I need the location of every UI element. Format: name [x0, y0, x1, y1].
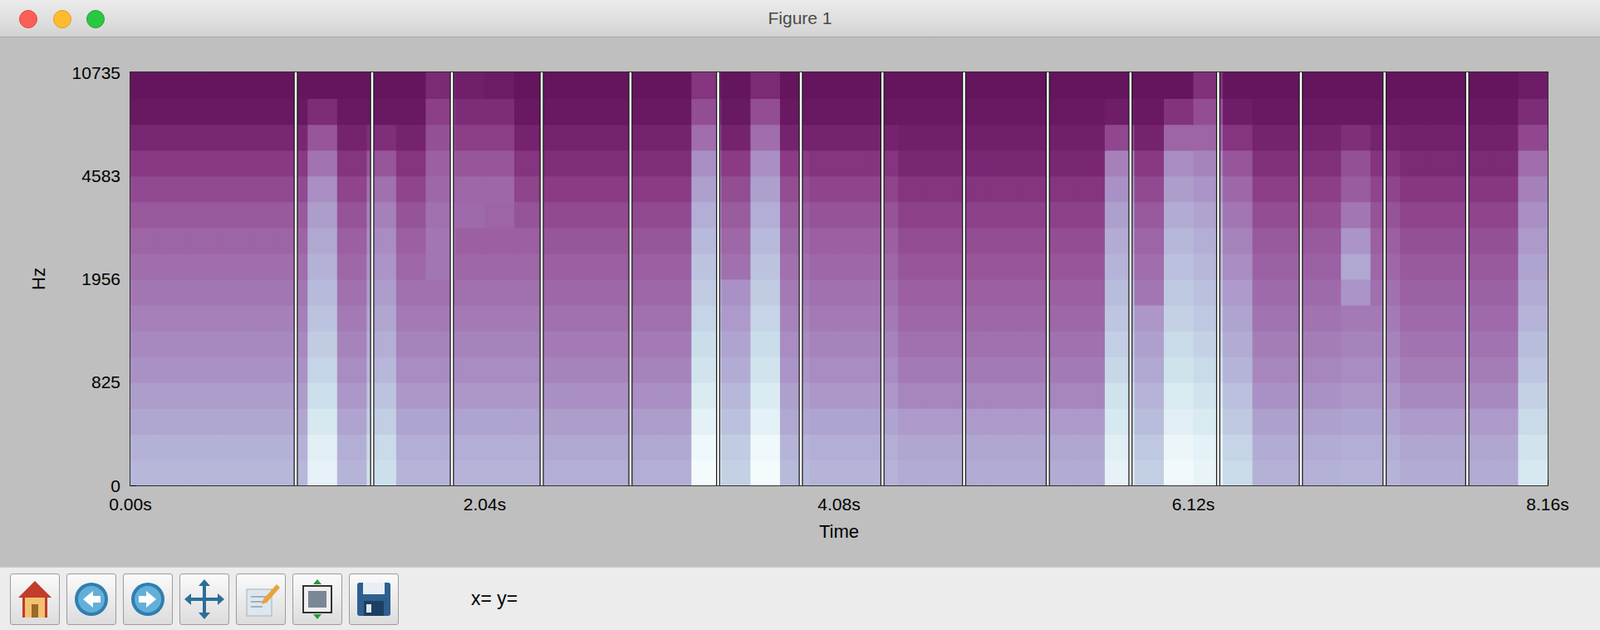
- html-text:Figure 1: Figure 1: [768, 8, 832, 28]
- svg-text:Hz: Hz: [28, 267, 50, 290]
- svg-text:10735: 10735: [72, 63, 121, 83]
- svg-text:4583: 4583: [81, 166, 121, 186]
- svg-text:Time: Time: [819, 520, 859, 542]
- svg-text:4.08s: 4.08s: [817, 494, 860, 514]
- svg-text:1956: 1956: [81, 269, 121, 289]
- svg-text:2.04s: 2.04s: [463, 494, 506, 514]
- svg-text:6.12s: 6.12s: [1172, 494, 1215, 514]
- html-text:x= y=: x= y=: [471, 587, 518, 609]
- svg-text:825: 825: [91, 372, 121, 392]
- svg-text:0: 0: [110, 476, 121, 496]
- svg-text:0.00s: 0.00s: [108, 494, 152, 514]
- svg-text:8.16s: 8.16s: [1526, 494, 1569, 514]
